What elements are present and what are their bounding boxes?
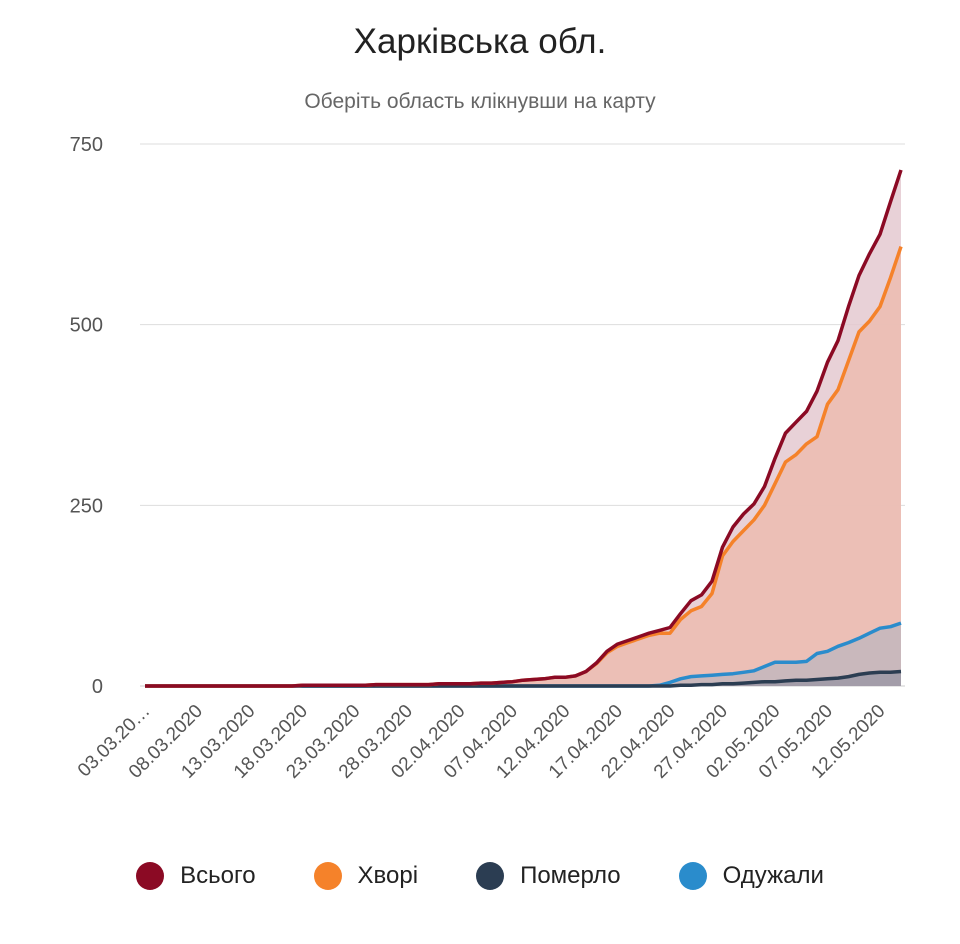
series-line-Всього [145,169,903,688]
y-tick-label: 500 [70,315,103,337]
legend-item-sick[interactable]: Хворі [313,862,419,890]
chart-title: Харківська обл. [353,22,607,61]
legend-item-total[interactable]: Всього [136,862,256,890]
legend-label: Померло [520,862,621,889]
legend-label: Всього [180,862,256,889]
legend-label: Одужали [722,862,824,889]
area-Хворі [145,246,901,686]
y-tick-label: 0 [92,676,103,698]
y-tick-label: 750 [70,134,103,156]
legend-label: Хворі [357,862,419,889]
legend: Всього Хворі Померло Одужали [0,862,960,890]
chart-subtitle: Оберіть область клікнувши на карту [304,90,656,113]
legend-marker [678,862,707,890]
area-Померло [145,671,901,686]
y-tick-label: 250 [70,495,103,517]
legend-marker [476,862,505,890]
legend-item-recovered[interactable]: Одужали [678,862,824,890]
legend-item-died[interactable]: Померло [476,862,621,890]
legend-marker [313,862,342,890]
legend-marker [136,862,165,890]
